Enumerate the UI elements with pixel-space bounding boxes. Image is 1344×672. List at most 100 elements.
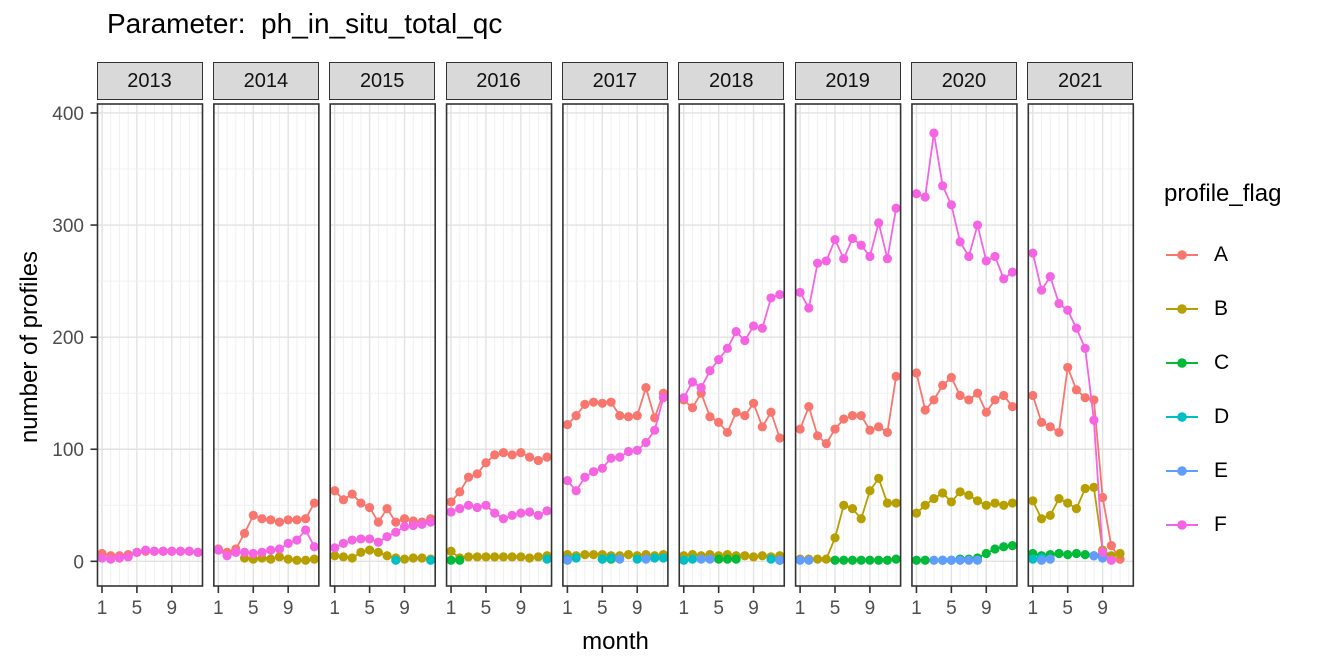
point-A-2014-m10 bbox=[292, 515, 302, 525]
facet-panel-2017: 1 5 9 bbox=[562, 103, 669, 619]
point-B-2019-m4 bbox=[821, 554, 831, 564]
x-tick-label: 1 bbox=[329, 598, 340, 619]
x-tick-label: 9 bbox=[865, 598, 876, 619]
point-A-2014-m4 bbox=[239, 528, 250, 538]
point-F-2019-m2 bbox=[804, 303, 814, 313]
point-A-2019-m9 bbox=[865, 425, 875, 435]
point-B-2018-m9 bbox=[748, 552, 759, 562]
point-A-2017-m1 bbox=[562, 419, 573, 430]
point-B-2018-m10 bbox=[757, 551, 767, 561]
point-F-2018-m6 bbox=[722, 343, 732, 353]
point-F-2018-m10 bbox=[757, 323, 767, 333]
series-F-2019 bbox=[795, 203, 901, 313]
point-A-2020-m1 bbox=[911, 368, 922, 378]
point-F-2019-m6 bbox=[839, 254, 849, 264]
x-tick-label: 1 bbox=[213, 598, 224, 619]
point-A-2020-m10 bbox=[990, 395, 1000, 405]
facet-panel-2020: 1 5 9 bbox=[911, 103, 1018, 619]
point-B-2021-m5 bbox=[1063, 498, 1073, 508]
facet-strip-2021: 2021 bbox=[1027, 62, 1134, 100]
y-axis: 0 100 200 300 400 bbox=[52, 104, 97, 573]
x-tick-label: 9 bbox=[1097, 598, 1108, 619]
series-E-2017 bbox=[562, 554, 651, 565]
point-E-2020-m5 bbox=[946, 555, 956, 565]
point-F-2018-m2 bbox=[687, 377, 698, 387]
x-tick-label: 5 bbox=[597, 598, 608, 619]
x-tick-label: 5 bbox=[830, 598, 841, 619]
point-A-2014-m8 bbox=[274, 517, 285, 527]
point-F-2018-m5 bbox=[714, 354, 724, 365]
point-B-2021-m8 bbox=[1089, 482, 1099, 492]
point-B-2019-m5 bbox=[830, 533, 840, 543]
point-F-2020-m2 bbox=[920, 192, 930, 202]
point-A-2018-m2 bbox=[687, 403, 698, 413]
series-E-2018 bbox=[696, 554, 785, 565]
x-tick-label: 5 bbox=[946, 598, 957, 619]
point-F-2020-m7 bbox=[964, 251, 974, 262]
point-C-2019-m8 bbox=[856, 555, 866, 565]
point-A-2016-m10 bbox=[524, 452, 535, 462]
point-F-2021-m2 bbox=[1036, 285, 1047, 295]
x-tick-label: 9 bbox=[283, 598, 294, 619]
point-F-2016-m3 bbox=[463, 500, 474, 510]
legend: profile_flag A B C D E F bbox=[1164, 180, 1342, 552]
point-B-2016-m9 bbox=[516, 552, 526, 562]
point-C-2019-m6 bbox=[839, 555, 849, 565]
legend-items: A B C D E F bbox=[1164, 228, 1342, 552]
point-A-2021-m6 bbox=[1071, 385, 1082, 395]
point-B-2016-m6 bbox=[490, 552, 500, 562]
point-F-2020-m5 bbox=[946, 200, 956, 210]
point-A-2021-m2 bbox=[1036, 417, 1047, 427]
point-B-2014-m10 bbox=[292, 555, 302, 565]
point-A-2019-m12 bbox=[891, 371, 901, 381]
series-D-2016 bbox=[542, 554, 552, 564]
point-A-2016-m8 bbox=[507, 450, 517, 460]
facet-panel-2021: 1 5 9 bbox=[1027, 103, 1135, 619]
series-E-2020 bbox=[929, 555, 983, 565]
x-tick-label: 5 bbox=[132, 598, 143, 619]
point-F-2019-m8 bbox=[856, 240, 866, 250]
point-B-2017-m4 bbox=[588, 550, 599, 560]
point-F-2019-m5 bbox=[830, 235, 840, 245]
facet-strip-2017: 2017 bbox=[561, 62, 668, 100]
point-A-2019-m3 bbox=[812, 431, 823, 441]
point-E-2017-m1 bbox=[562, 555, 573, 565]
point-F-2020-m12 bbox=[1007, 267, 1018, 277]
point-B-2016-m10 bbox=[524, 553, 535, 563]
x-tick-label: 5 bbox=[713, 598, 724, 619]
x-tick-label: 9 bbox=[981, 598, 992, 619]
point-F-2016-m5 bbox=[481, 500, 491, 510]
legend-item-B: B bbox=[1164, 282, 1342, 336]
point-C-2016-m1 bbox=[446, 555, 456, 565]
point-A-2017-m6 bbox=[606, 397, 616, 407]
point-B-2020-m4 bbox=[938, 488, 948, 498]
legend-key-icon bbox=[1166, 358, 1198, 368]
point-F-2013-m10 bbox=[175, 546, 186, 556]
series-D-2017 bbox=[562, 553, 669, 564]
point-A-2015-m9 bbox=[399, 514, 410, 524]
point-F-2019-m3 bbox=[812, 258, 823, 268]
point-F-2016-m9 bbox=[516, 508, 526, 518]
point-F-2013-m4 bbox=[123, 552, 133, 562]
x-tick-label: 5 bbox=[481, 598, 492, 619]
legend-label: A bbox=[1214, 243, 1229, 266]
point-F-2017-m1 bbox=[562, 476, 573, 486]
point-A-2015-m1 bbox=[330, 486, 340, 496]
point-B-2015-m1 bbox=[330, 551, 340, 561]
point-B-2019-m6 bbox=[839, 500, 849, 510]
point-A-2019-m10 bbox=[874, 422, 884, 432]
facet-strip-2015: 2015 bbox=[329, 62, 436, 100]
point-B-2019-m3 bbox=[812, 554, 823, 564]
point-F-2017-m11 bbox=[650, 425, 660, 435]
facet-panel-2018: 1 5 9 bbox=[678, 103, 786, 619]
x-tick-label: 9 bbox=[399, 598, 410, 619]
x-tick-label: 5 bbox=[364, 598, 375, 619]
point-A-2018-m5 bbox=[714, 417, 724, 427]
point-A-2016-m3 bbox=[463, 472, 474, 482]
facet-strip-2019: 2019 bbox=[794, 62, 901, 100]
point-E-2017-m7 bbox=[615, 554, 625, 564]
point-B-2021-m4 bbox=[1054, 493, 1064, 504]
series-F-2020 bbox=[911, 128, 1018, 284]
facet-panel-2014: 1 5 9 bbox=[213, 103, 320, 619]
point-C-2018-m6 bbox=[722, 554, 732, 564]
